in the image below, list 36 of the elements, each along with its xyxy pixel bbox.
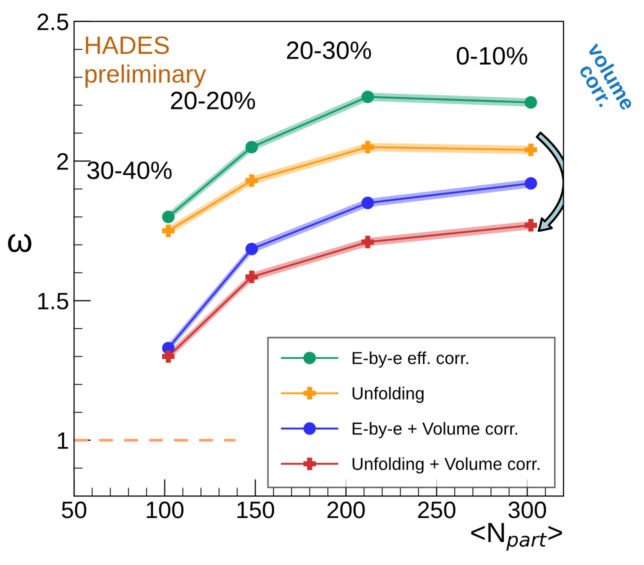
point bbox=[361, 90, 374, 104]
x-tick-label: 100 bbox=[146, 502, 184, 518]
x-tick-label: 250 bbox=[418, 502, 456, 518]
point bbox=[245, 174, 258, 187]
x-tick-label: 150 bbox=[237, 502, 274, 518]
point bbox=[524, 219, 538, 232]
point bbox=[162, 350, 175, 363]
y-tick-label: 1.5 bbox=[38, 292, 68, 310]
annotation: 20-20% bbox=[170, 92, 256, 110]
x-tick-label: 300 bbox=[508, 502, 546, 518]
point bbox=[361, 140, 374, 154]
point bbox=[162, 224, 175, 238]
legend-label: E-by-e eff. corr. bbox=[352, 351, 468, 368]
x-tick-label: 200 bbox=[327, 502, 365, 518]
x-axis-title: <N$_{part}$> bbox=[471, 522, 562, 551]
point bbox=[245, 270, 258, 284]
y-axis-title: ω bbox=[8, 234, 32, 252]
legend-label: Unfolding bbox=[352, 386, 424, 403]
point bbox=[524, 177, 538, 190]
point bbox=[524, 144, 538, 156]
y-tick-label: 2 bbox=[57, 153, 68, 170]
annotation: 30-40% bbox=[87, 161, 172, 180]
annotation: HADES preliminary bbox=[85, 36, 206, 88]
annotation: 0-10% bbox=[456, 46, 528, 65]
point bbox=[361, 196, 374, 210]
point bbox=[245, 242, 258, 256]
annotation: 20-30% bbox=[287, 41, 372, 60]
point bbox=[361, 236, 374, 248]
legend-label: Unfolding + Volume corr. bbox=[352, 457, 540, 474]
point bbox=[245, 140, 258, 154]
y-tick-label: 1 bbox=[58, 432, 68, 449]
point bbox=[524, 96, 538, 109]
point bbox=[162, 210, 175, 224]
x-tick-label: 50 bbox=[62, 502, 86, 518]
legend-label: E-by-e + Volume corr. bbox=[352, 422, 518, 438]
y-tick-label: 2.5 bbox=[38, 14, 68, 30]
